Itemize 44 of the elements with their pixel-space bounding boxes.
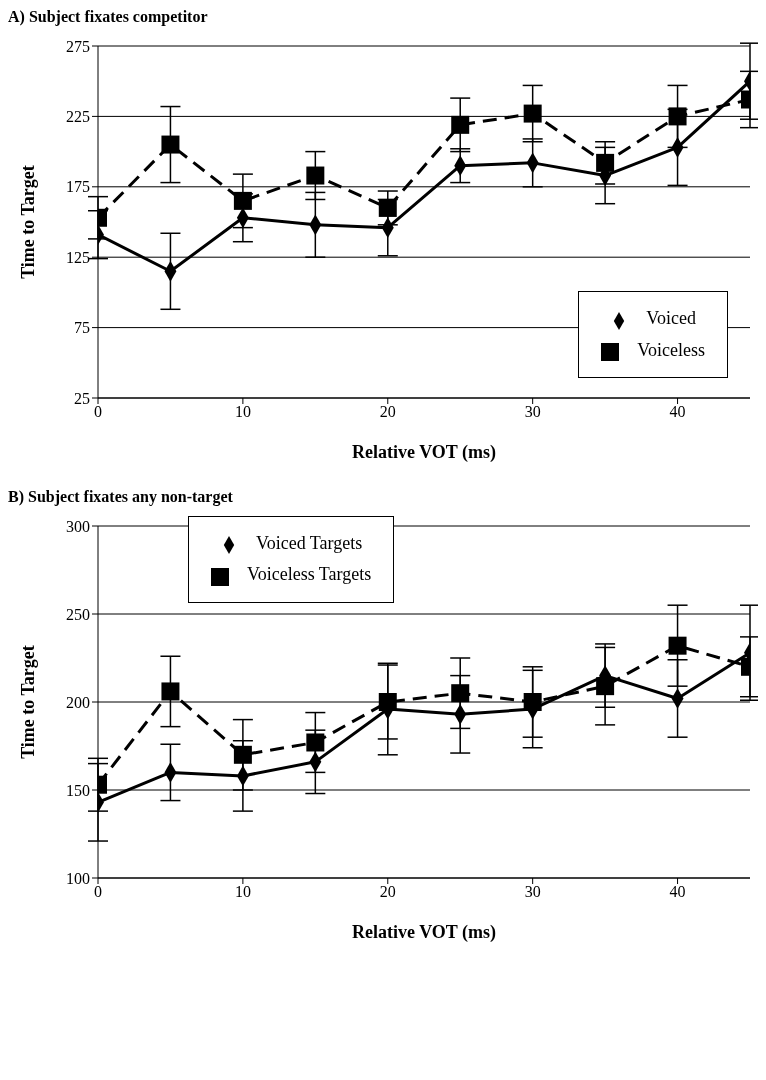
legend-label: Voiced: [646, 308, 696, 329]
x-tick-label: 0: [94, 403, 102, 421]
y-tick-label: 75: [74, 319, 90, 337]
y-tick-label: 250: [66, 605, 90, 623]
x-tick-label: 40: [669, 403, 686, 421]
x-tick-label: 0: [94, 883, 102, 901]
point: [306, 166, 325, 185]
x-axis-title: Relative VOT (ms): [352, 442, 496, 463]
x-tick-label: 10: [234, 403, 251, 421]
point: [378, 198, 397, 217]
x-tick-label: 10: [234, 883, 251, 901]
y-tick-label: 200: [66, 693, 90, 711]
y-tick-label: 225: [66, 108, 90, 126]
y-tick-label: 275: [66, 37, 90, 55]
point: [233, 191, 252, 210]
chart-title: B) Subject fixates any non-target: [8, 488, 234, 508]
point: [161, 682, 180, 701]
y-tick-label: 300: [66, 517, 90, 535]
y-tick-label: 125: [66, 248, 90, 266]
x-axis-title: Relative VOT (ms): [352, 922, 496, 943]
legend-label: Voiced Targets: [256, 533, 363, 553]
point: [668, 636, 687, 655]
x-tick-label: 20: [379, 403, 396, 421]
x-tick-label: 20: [379, 883, 396, 901]
y-tick-label: 100: [66, 869, 90, 887]
point: [451, 115, 470, 134]
legend-label: Voiceless Targets: [247, 564, 372, 585]
y-tick-label: 150: [66, 781, 90, 799]
y-tick-label: 25: [74, 389, 90, 407]
chart-title: A) Subject fixates competitor: [8, 8, 209, 28]
x-tick-label: 30: [524, 883, 541, 901]
point: [161, 135, 180, 154]
point: [306, 733, 325, 752]
point: [668, 107, 687, 126]
legend-label: Voiceless: [637, 339, 705, 360]
y-axis-title: Time to Target: [18, 645, 39, 759]
x-tick-label: 30: [524, 403, 541, 421]
point: [523, 104, 542, 123]
point: [233, 745, 252, 764]
point: [451, 684, 470, 703]
y-tick-label: 175: [66, 178, 90, 196]
point: [596, 153, 615, 172]
y-axis-title: Time to Target: [18, 165, 39, 279]
x-tick-label: 40: [669, 883, 686, 901]
